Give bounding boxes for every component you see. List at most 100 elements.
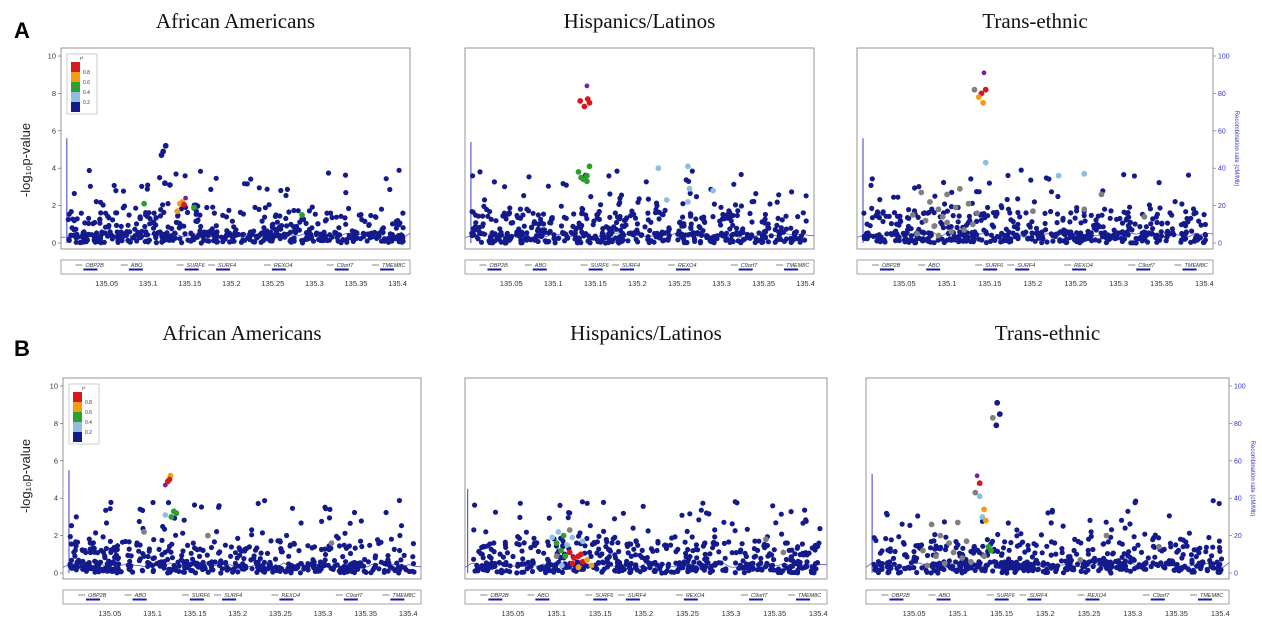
snp-point (652, 210, 659, 216)
snp-point (891, 210, 898, 216)
gene-label: TMEM8C (392, 593, 415, 599)
snp-point (1167, 540, 1173, 547)
snp-point (942, 201, 948, 207)
snp-point (717, 218, 723, 224)
snp-point (372, 553, 379, 559)
y-tick-label: 2 (54, 531, 58, 540)
snp-point (776, 192, 782, 198)
snp-point (172, 230, 178, 236)
snp-point (581, 233, 587, 239)
ld-legend-swatch (73, 402, 82, 412)
snp-point (887, 559, 893, 565)
x-tick-label: 135.35 (763, 609, 786, 618)
snp-point (158, 559, 164, 565)
snp-point (1194, 563, 1200, 569)
snp-point (1008, 217, 1014, 223)
snp-point (229, 218, 235, 224)
snp-point (261, 559, 267, 565)
snp-point (113, 222, 120, 228)
snp-point (579, 499, 586, 505)
snp-point (370, 567, 376, 573)
snp-point (68, 557, 75, 563)
x-tick-label: 135.3 (305, 279, 324, 288)
gene-body (936, 598, 951, 601)
snp-point (694, 555, 700, 561)
x-tick-label: 135.1 (948, 609, 967, 618)
snp-point (726, 539, 732, 545)
snp-point (322, 546, 328, 552)
snp-point (487, 209, 493, 215)
snp-point (387, 186, 393, 193)
snp-point (103, 507, 109, 513)
snp-point (1150, 543, 1156, 550)
snp-point (629, 208, 635, 214)
snp-point (799, 565, 806, 571)
snp-point (546, 542, 552, 548)
snp-point (136, 518, 142, 525)
snp-point (1060, 217, 1066, 223)
snp-point (696, 224, 702, 230)
snp-point (680, 201, 686, 207)
snp-point (871, 535, 877, 541)
snp-point (984, 562, 991, 568)
snp-point (692, 238, 698, 244)
snp-point (352, 545, 358, 551)
snp-point (1185, 172, 1192, 178)
snp-point (685, 546, 691, 553)
snp-point (515, 563, 521, 569)
snp-point (730, 238, 736, 244)
snp-point (182, 231, 188, 237)
snp-point (1057, 238, 1063, 244)
snp-point (193, 211, 199, 217)
snp-point (200, 234, 206, 240)
snp-point (478, 230, 484, 237)
snp-point (599, 551, 605, 557)
snp-point (616, 568, 622, 575)
snp-point (1152, 554, 1158, 560)
snp-point-lightblue (655, 165, 662, 172)
snp-point (721, 540, 728, 547)
snp-point (548, 562, 555, 568)
locus-zoom-panel-a-1: African Americans1086420r²0.80.60.40.2OB… (48, 9, 411, 288)
snp-point (179, 240, 185, 246)
snp-point (208, 186, 214, 192)
snp-point (179, 552, 185, 559)
snp-point (1202, 221, 1208, 228)
snp-point (545, 565, 551, 571)
snp-point (874, 238, 880, 244)
x-tick-label: 135.1 (544, 279, 563, 288)
snp-point (277, 213, 283, 219)
snp-point (645, 234, 651, 240)
snp-point (869, 176, 875, 182)
snp-point (737, 562, 743, 568)
snp-point (361, 568, 367, 574)
snp-point (298, 520, 304, 526)
snp-point (481, 197, 488, 203)
snp-point (93, 199, 99, 205)
snp-point (943, 534, 949, 540)
snp-point (778, 225, 784, 231)
snp-point (631, 546, 637, 552)
snp-point-gray (920, 547, 926, 554)
y-tick-label: 10 (50, 382, 58, 391)
snp-point-lightblue (579, 538, 586, 545)
snp-point (1216, 500, 1222, 507)
snp-point (587, 549, 593, 556)
snp-point (150, 499, 156, 506)
snp-point (899, 521, 905, 527)
snp-point (638, 232, 644, 238)
snp-point (1111, 227, 1117, 233)
snp-point (892, 548, 898, 555)
snp-point (517, 206, 524, 212)
snp-point (632, 552, 639, 558)
snp-point (338, 213, 344, 219)
x-tick-label: 135.35 (1150, 279, 1173, 288)
snp-point (788, 225, 794, 231)
snp-point (342, 215, 348, 221)
snp-point (167, 566, 173, 572)
snp-point (278, 546, 284, 552)
snp-point (1179, 237, 1185, 243)
snp-point (169, 541, 175, 547)
snp-point (393, 236, 399, 242)
snp-point (346, 543, 352, 549)
